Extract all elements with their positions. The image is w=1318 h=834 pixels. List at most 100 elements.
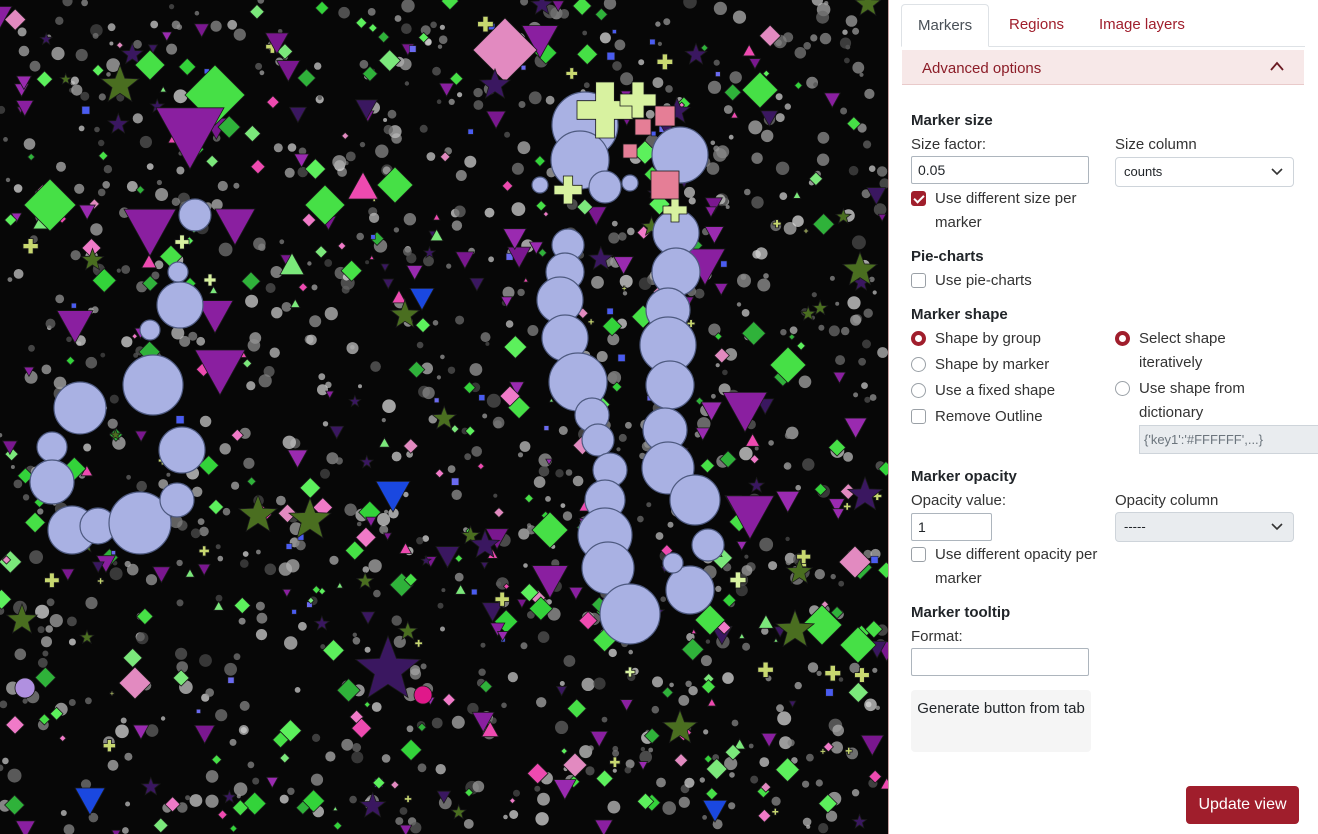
cell-blob xyxy=(431,717,443,729)
cell-blob xyxy=(754,446,759,451)
select-shape-iteratively-radio[interactable] xyxy=(1115,331,1130,346)
diamond-marker xyxy=(560,747,569,755)
cross-marker xyxy=(624,666,636,678)
diamond-marker xyxy=(760,781,772,793)
generate-button-from-tab-button[interactable]: Generate button from tab xyxy=(911,690,1091,752)
tooltip-format-input[interactable] xyxy=(911,648,1089,676)
cell-blob xyxy=(864,396,871,403)
diamond-marker xyxy=(868,769,883,784)
diamond-marker xyxy=(450,424,460,434)
remove-outline-checkbox[interactable] xyxy=(911,409,926,424)
shape-dictionary-input[interactable]: {'key1':'#FFFFFF',...} xyxy=(1139,425,1318,454)
cell-blob xyxy=(218,242,233,257)
cell-blob xyxy=(419,124,428,133)
triangle-marker xyxy=(289,298,301,308)
square-marker xyxy=(370,234,376,240)
cell-blob xyxy=(538,466,550,477)
diamond-marker xyxy=(115,41,124,50)
cell-blob xyxy=(388,508,399,519)
cell-blob xyxy=(560,503,566,508)
triangle-marker xyxy=(775,490,801,514)
cell-blob xyxy=(132,113,143,124)
cell-blob xyxy=(100,352,106,358)
triangle-marker xyxy=(568,586,584,601)
tab-regions[interactable]: Regions xyxy=(1009,16,1065,33)
cell-blob xyxy=(611,220,618,227)
use-pie-charts-checkbox[interactable] xyxy=(911,273,926,288)
diamond-marker xyxy=(207,498,225,516)
different-opacity-checkbox[interactable] xyxy=(911,547,926,562)
cell-blob xyxy=(422,535,430,542)
diamond-marker xyxy=(277,503,298,524)
cell-blob xyxy=(284,167,295,178)
diamond-marker xyxy=(217,809,228,820)
shape-by-marker-radio[interactable] xyxy=(911,357,926,372)
cell-blob xyxy=(60,810,67,816)
cell-blob xyxy=(277,29,283,34)
fixed-shape-radio[interactable] xyxy=(911,383,926,398)
cell-blob xyxy=(842,29,848,35)
cell-blob xyxy=(507,672,518,683)
cross-marker xyxy=(844,746,853,755)
size-factor-input[interactable] xyxy=(911,156,1089,184)
different-size-checkbox[interactable] xyxy=(911,191,926,206)
tab-markers[interactable]: Markers xyxy=(901,4,990,47)
cell-blob xyxy=(29,60,41,72)
cell-blob xyxy=(359,59,369,69)
cell-blob xyxy=(851,789,860,797)
advanced-options-label: Advanced options xyxy=(922,60,1042,77)
cell-blob xyxy=(240,727,247,734)
circle-marker xyxy=(669,474,721,526)
diamond-marker xyxy=(531,511,569,549)
cell-blob xyxy=(517,141,531,155)
diamond-marker xyxy=(4,794,26,816)
triangle-marker xyxy=(589,730,609,748)
image-viewer[interactable] xyxy=(0,0,888,834)
cell-blob xyxy=(317,384,328,396)
star-marker xyxy=(834,207,852,225)
opacity-column-select[interactable]: ----- xyxy=(1115,512,1294,542)
cell-blob xyxy=(545,496,551,502)
triangle-marker xyxy=(531,565,569,599)
cell-blob xyxy=(242,551,249,557)
cell-blob xyxy=(126,181,138,192)
diamond-marker xyxy=(611,381,623,393)
cell-blob xyxy=(618,433,627,442)
star-marker xyxy=(854,0,882,17)
cell-blob xyxy=(722,672,734,684)
shape-from-dictionary-radio[interactable] xyxy=(1115,381,1130,396)
cell-blob xyxy=(464,453,472,461)
cell-blob xyxy=(233,653,241,661)
select-shape-iteratively-label: Select shape iteratively xyxy=(1139,330,1226,371)
cell-blob xyxy=(608,232,620,244)
advanced-options-header[interactable]: Advanced options xyxy=(902,50,1304,85)
cell-blob xyxy=(684,186,695,198)
shape-by-group-radio[interactable] xyxy=(911,331,926,346)
cell-blob xyxy=(382,399,396,414)
cell-blob xyxy=(55,16,64,25)
diamond-marker xyxy=(700,43,709,53)
size-column-select[interactable]: counts xyxy=(1115,157,1294,187)
marker-canvas[interactable] xyxy=(0,0,888,834)
triangle-marker xyxy=(521,25,559,59)
star-marker xyxy=(587,245,614,271)
cell-blob xyxy=(504,131,511,138)
cell-blob xyxy=(618,232,627,241)
cell-blob xyxy=(660,596,666,602)
cell-blob xyxy=(722,369,728,376)
cell-blob xyxy=(133,39,142,49)
update-view-button[interactable]: Update view xyxy=(1186,786,1299,824)
diamond-marker xyxy=(136,607,154,626)
opacity-value-input[interactable] xyxy=(911,513,992,541)
cell-blob xyxy=(66,336,72,343)
cell-blob xyxy=(741,565,753,576)
cell-blob xyxy=(176,24,183,30)
cell-blob xyxy=(559,681,565,686)
triangle-marker xyxy=(435,546,460,569)
square-marker xyxy=(71,302,77,309)
cell-blob xyxy=(310,773,324,786)
tab-image-layers[interactable]: Image layers xyxy=(1099,16,1185,33)
triangle-marker xyxy=(843,417,868,440)
cell-blob xyxy=(768,440,774,446)
cell-blob xyxy=(383,118,388,122)
